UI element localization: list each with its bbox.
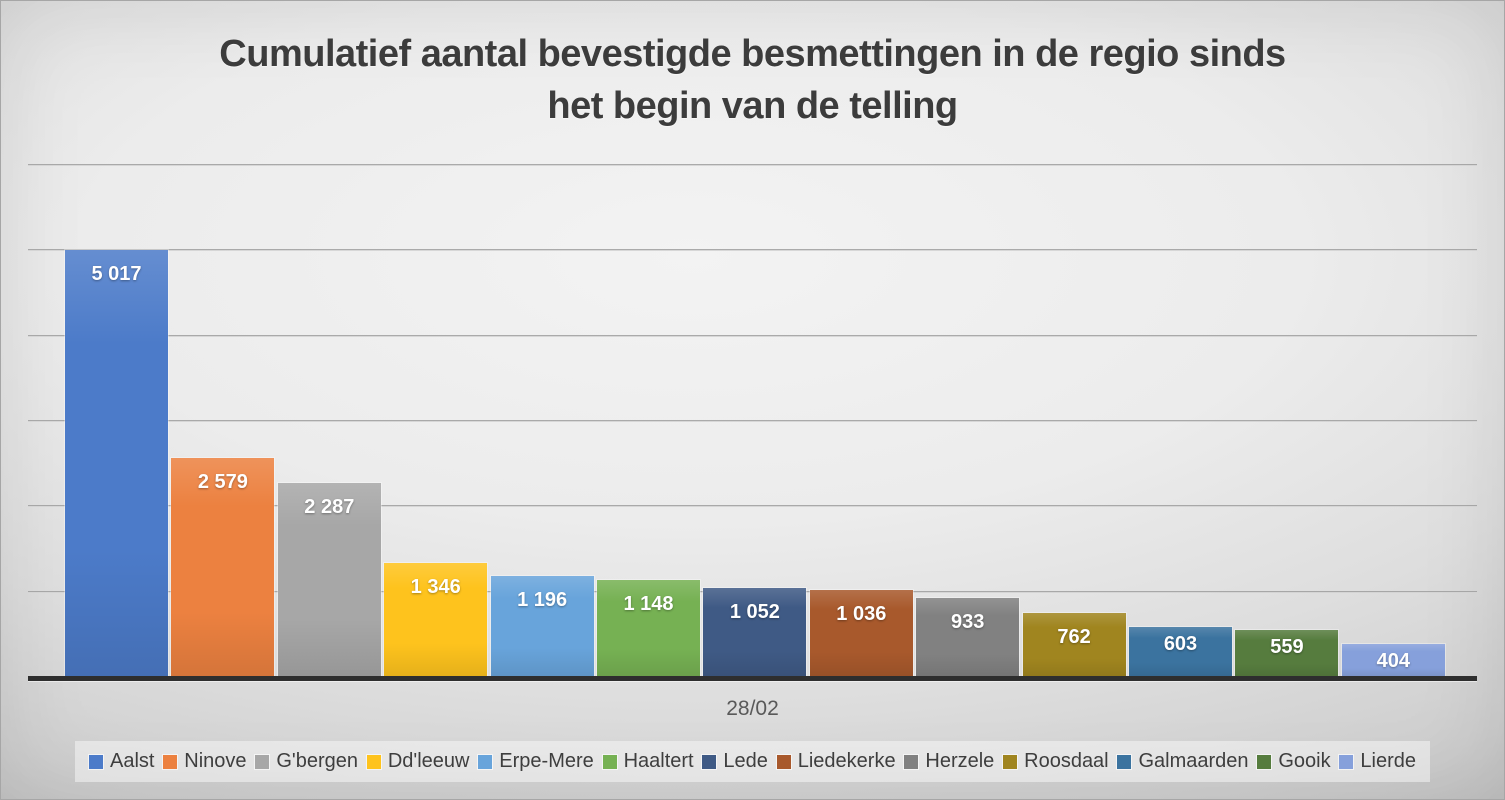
- bar-g-bergen: 2 287: [277, 482, 381, 678]
- bar-lierde: 404: [1341, 643, 1445, 678]
- bar-herzele: 933: [916, 598, 1020, 678]
- legend-item-galmaarden: Galmaarden: [1117, 750, 1249, 773]
- legend-item-liedekerke: Liedekerke: [776, 750, 896, 773]
- bar-aalst: 5 017: [65, 249, 168, 678]
- chart-title: Cumulatief aantal bevestigde besmettinge…: [0, 28, 1505, 132]
- legend-label: Liedekerke: [797, 750, 896, 772]
- legend-marker-icon: [1257, 754, 1272, 769]
- bar-value-label: 5 017: [91, 262, 142, 285]
- bar-ninove: 2 579: [171, 457, 275, 678]
- gridline-4000: [28, 334, 1477, 337]
- bar-dd-leeuw: 1 346: [384, 563, 488, 678]
- bar-erpe-mere: 1 196: [490, 575, 594, 678]
- bar-value-label: 2 287: [304, 495, 355, 518]
- legend-marker-icon: [904, 754, 919, 769]
- legend-label: Galmaarden: [1138, 750, 1249, 772]
- legend-marker-icon: [478, 754, 493, 769]
- bar-liedekerke: 1 036: [809, 589, 913, 678]
- legend-marker-icon: [366, 754, 381, 769]
- chart-title-line1: Cumulatief aantal bevestigde besmettinge…: [219, 33, 1286, 75]
- bar-roosdaal: 762: [1022, 612, 1126, 678]
- legend: Aalst Ninove G'bergen Dd'leeuw Erpe-Mere Haal…: [75, 741, 1430, 782]
- legend-item-gooik: Gooik: [1257, 750, 1331, 773]
- legend-item-lierde: Lierde: [1339, 750, 1416, 773]
- gridline-6000: [28, 164, 1477, 166]
- bar-gooik: 559: [1235, 630, 1339, 678]
- x-axis-category-label: 28/02: [726, 697, 779, 720]
- gridline-2000: [28, 505, 1477, 508]
- plot-area: 5 017 2 579 2 287 1 346 1 196 1 148 1 052 1 036…: [28, 164, 1477, 678]
- gridline-5000: [28, 249, 1477, 252]
- bar-lede: 1 052: [703, 588, 807, 678]
- legend-label: Dd'leeuw: [387, 750, 470, 772]
- bar-value-label: 1 346: [410, 576, 461, 599]
- legend-item-erpe-mere: Erpe-Mere: [478, 750, 594, 773]
- x-axis-line: [28, 676, 1477, 681]
- bar-value-label: 603: [1163, 632, 1198, 655]
- bar-galmaarden: 603: [1129, 626, 1232, 678]
- bar-haaltert: 1 148: [597, 580, 700, 678]
- bar-value-label: 1 196: [517, 588, 568, 611]
- bar-value-label: 2 579: [197, 470, 248, 493]
- bar-value-label: 1 052: [729, 601, 780, 624]
- legend-marker-icon: [89, 754, 103, 769]
- legend-item-haaltert: Haaltert: [602, 750, 694, 773]
- legend-label: Haaltert: [623, 750, 694, 772]
- legend-label: G'bergen: [276, 750, 359, 772]
- legend-item-roosdaal: Roosdaal: [1003, 750, 1109, 773]
- legend-label: Roosdaal: [1024, 750, 1109, 772]
- legend-label: Gooik: [1278, 750, 1331, 772]
- legend-label: Erpe-Mere: [499, 750, 594, 772]
- gridline-3000: [28, 420, 1477, 422]
- legend-label: Ninove: [184, 750, 247, 772]
- legend-marker-icon: [1339, 754, 1354, 769]
- legend-item-aalst: Aalst: [89, 750, 154, 773]
- legend-marker-icon: [702, 754, 717, 769]
- legend-label: Aalst: [110, 750, 155, 772]
- legend-marker-icon: [255, 754, 270, 769]
- legend-marker-icon: [1003, 754, 1018, 769]
- bar-value-label: 1 036: [836, 602, 887, 625]
- bar-value-label: 559: [1270, 636, 1304, 659]
- legend-label: Herzele: [925, 750, 995, 772]
- legend-item-dd-leeuw: Dd'leeuw: [366, 750, 470, 773]
- bar-value-label: 404: [1376, 649, 1410, 672]
- chart-title-line2: het begin van de telling: [547, 85, 958, 127]
- legend-item-g-bergen: G'bergen: [255, 750, 358, 773]
- legend-marker-icon: [602, 754, 617, 769]
- bar-value-label: 762: [1057, 625, 1091, 648]
- legend-item-lede: Lede: [702, 750, 768, 773]
- legend-item-herzele: Herzele: [904, 750, 994, 773]
- legend-label: Lede: [723, 750, 768, 772]
- legend-marker-icon: [1117, 754, 1132, 769]
- bar-value-label: 933: [951, 611, 985, 634]
- legend-label: Lierde: [1360, 750, 1416, 772]
- legend-marker-icon: [163, 754, 178, 769]
- legend-item-ninove: Ninove: [163, 750, 247, 773]
- bar-value-label: 1 148: [623, 593, 674, 616]
- legend-marker-icon: [776, 754, 791, 769]
